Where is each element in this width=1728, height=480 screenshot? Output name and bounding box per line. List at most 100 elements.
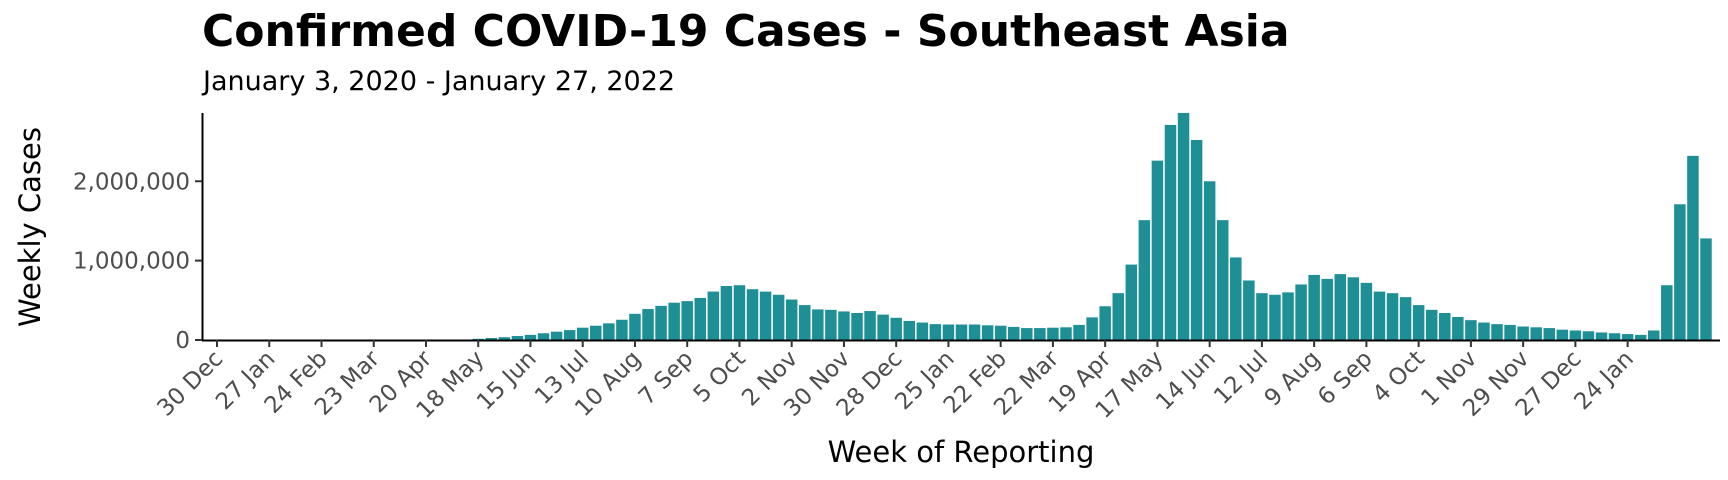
bar-week-59 <box>981 325 994 340</box>
bar-week-53 <box>903 320 915 340</box>
y-tick-label: 1,000,000 <box>73 249 190 275</box>
x-tick-label: 7 Sep <box>634 346 699 411</box>
bar-week-69 <box>1112 293 1124 340</box>
y-tick-label: 2,000,000 <box>73 169 190 195</box>
bar-week-95 <box>1452 316 1464 340</box>
bar-week-66 <box>1073 324 1085 340</box>
bar-week-41 <box>746 289 759 340</box>
bars-group <box>459 113 1712 340</box>
bar-week-97 <box>1478 322 1490 340</box>
bar-week-85 <box>1321 278 1333 340</box>
bar-week-48 <box>838 311 850 340</box>
chart-title: Confirmed COVID-19 Cases - Southeast Asi… <box>202 6 1290 57</box>
bar-week-36 <box>681 301 693 340</box>
bar-week-50 <box>864 311 876 340</box>
bar-week-86 <box>1334 274 1347 340</box>
bar-week-34 <box>655 305 667 340</box>
bar-week-44 <box>785 299 798 340</box>
bar-week-57 <box>955 324 968 340</box>
bar-week-35 <box>668 302 680 340</box>
bar-week-40 <box>733 285 746 340</box>
x-tick-label: 9 Aug <box>1260 346 1326 412</box>
bar-week-79 <box>1243 280 1255 340</box>
bar-week-37 <box>694 297 707 340</box>
bar-week-56 <box>942 324 955 340</box>
x-tick-label: 12 Jul <box>1209 346 1273 410</box>
bar-week-101 <box>1530 327 1542 340</box>
bar-week-26 <box>550 331 563 340</box>
bar-week-111 <box>1661 285 1673 340</box>
bar-week-93 <box>1425 309 1438 340</box>
bar-week-67 <box>1086 317 1098 340</box>
bar-week-28 <box>576 327 589 340</box>
bar-week-46 <box>812 309 824 340</box>
bar-week-99 <box>1504 324 1516 340</box>
bar-week-96 <box>1465 320 1477 340</box>
y-axis-title: Weekly Cases <box>13 127 47 327</box>
x-tick-label: 30 Dec <box>153 346 229 422</box>
bar-week-98 <box>1491 324 1503 340</box>
bar-week-76 <box>1203 181 1216 340</box>
bar-week-72 <box>1151 160 1164 340</box>
bar-week-84 <box>1308 274 1320 340</box>
bar-week-21 <box>485 338 498 340</box>
bar-week-73 <box>1164 124 1177 340</box>
bar-week-68 <box>1099 306 1111 340</box>
bar-week-30 <box>603 323 615 340</box>
y-tick-label: 0 <box>175 328 190 354</box>
bar-week-91 <box>1399 297 1412 340</box>
bar-week-104 <box>1569 330 1582 340</box>
bar-week-102 <box>1543 328 1556 340</box>
bar-week-80 <box>1256 293 1268 340</box>
bar-week-20 <box>472 338 484 340</box>
bar-week-108 <box>1621 334 1634 340</box>
bar-week-71 <box>1138 220 1151 340</box>
bar-week-55 <box>929 324 942 340</box>
bar-week-89 <box>1373 291 1386 340</box>
bar-week-65 <box>1060 327 1072 340</box>
bar-week-87 <box>1347 277 1360 340</box>
bar-week-63 <box>1034 328 1046 340</box>
bar-week-45 <box>799 305 811 340</box>
bar-week-47 <box>825 309 837 340</box>
bar-week-110 <box>1648 330 1660 340</box>
bar-week-103 <box>1556 329 1569 340</box>
bar-week-106 <box>1595 332 1608 340</box>
bar-week-33 <box>642 309 654 340</box>
bar-week-51 <box>877 314 889 340</box>
bar-week-107 <box>1608 333 1621 340</box>
x-tick-label: 14 Jun <box>1151 346 1221 416</box>
bar-week-22 <box>498 337 511 340</box>
bar-week-49 <box>851 313 863 340</box>
bar-week-52 <box>890 317 902 340</box>
bar-week-81 <box>1269 294 1281 340</box>
x-tick-label: 24 Jan <box>1570 346 1639 415</box>
bar-week-62 <box>1021 328 1033 340</box>
x-axis-title: Week of Reporting <box>828 435 1095 469</box>
bar-week-43 <box>772 294 785 340</box>
bar-week-94 <box>1439 313 1451 340</box>
bar-week-61 <box>1008 326 1020 340</box>
bar-week-112 <box>1674 204 1686 340</box>
bar-week-70 <box>1125 264 1138 340</box>
bar-week-77 <box>1216 220 1229 340</box>
bar-week-114 <box>1700 238 1712 340</box>
bar-week-60 <box>994 325 1007 340</box>
bar-week-25 <box>537 333 550 340</box>
bar-week-24 <box>524 334 537 340</box>
bar-week-38 <box>707 291 720 340</box>
bar-week-42 <box>759 291 772 340</box>
bar-week-88 <box>1360 282 1373 340</box>
x-tick-label: 15 Jun <box>472 346 542 416</box>
bar-week-92 <box>1412 305 1425 340</box>
bar-week-109 <box>1634 334 1647 340</box>
bar-week-100 <box>1517 326 1529 340</box>
bar-week-75 <box>1190 139 1203 340</box>
bar-week-74 <box>1177 113 1190 340</box>
bar-week-27 <box>563 330 576 340</box>
bar-week-83 <box>1295 284 1307 340</box>
y-ticks-group: 0 1,000,000 2,000,000 <box>73 169 202 354</box>
bar-week-23 <box>511 336 524 340</box>
